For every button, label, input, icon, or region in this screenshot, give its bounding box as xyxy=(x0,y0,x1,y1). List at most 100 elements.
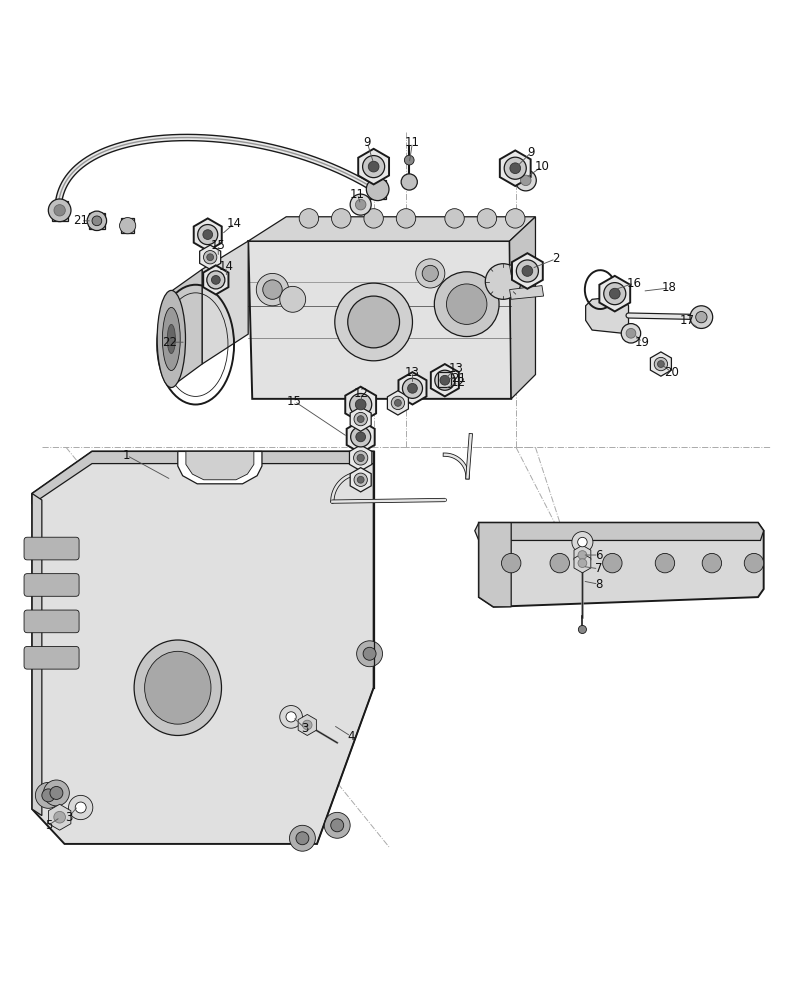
Circle shape xyxy=(280,286,305,312)
Circle shape xyxy=(363,647,375,660)
Circle shape xyxy=(87,211,106,231)
Circle shape xyxy=(350,427,371,447)
Circle shape xyxy=(404,155,414,165)
Circle shape xyxy=(434,272,499,337)
Circle shape xyxy=(521,266,532,276)
Circle shape xyxy=(515,170,535,191)
Circle shape xyxy=(119,218,135,234)
Circle shape xyxy=(702,553,721,573)
Circle shape xyxy=(509,163,520,174)
Circle shape xyxy=(695,311,706,323)
Text: 2: 2 xyxy=(551,252,559,265)
Circle shape xyxy=(36,782,61,808)
Circle shape xyxy=(354,473,367,486)
Circle shape xyxy=(625,328,635,338)
Circle shape xyxy=(477,209,496,228)
Circle shape xyxy=(744,553,762,573)
Polygon shape xyxy=(650,352,671,376)
Text: 21: 21 xyxy=(73,214,88,227)
Circle shape xyxy=(401,174,417,190)
Polygon shape xyxy=(509,286,543,299)
Circle shape xyxy=(357,476,363,483)
Polygon shape xyxy=(202,241,248,364)
Circle shape xyxy=(602,553,621,573)
Text: 3: 3 xyxy=(65,811,72,824)
Text: 7: 7 xyxy=(594,562,602,575)
Circle shape xyxy=(211,276,220,284)
Circle shape xyxy=(44,780,69,806)
Polygon shape xyxy=(398,372,426,405)
Circle shape xyxy=(330,819,343,832)
Circle shape xyxy=(391,396,404,410)
Circle shape xyxy=(68,795,92,820)
Circle shape xyxy=(609,288,620,299)
Circle shape xyxy=(280,706,302,728)
Polygon shape xyxy=(585,296,628,333)
Polygon shape xyxy=(248,217,534,241)
Circle shape xyxy=(357,454,364,462)
Polygon shape xyxy=(49,804,71,830)
Polygon shape xyxy=(358,149,388,184)
Circle shape xyxy=(357,416,363,422)
Polygon shape xyxy=(350,407,371,431)
Text: 14: 14 xyxy=(226,217,242,230)
Ellipse shape xyxy=(157,290,185,388)
Circle shape xyxy=(402,378,422,398)
Polygon shape xyxy=(121,218,134,233)
Text: 12: 12 xyxy=(451,376,466,389)
Circle shape xyxy=(654,553,674,573)
Text: 18: 18 xyxy=(661,281,676,294)
Text: 20: 20 xyxy=(663,366,678,379)
Circle shape xyxy=(207,254,213,261)
Circle shape xyxy=(366,178,388,201)
Circle shape xyxy=(577,537,586,547)
Circle shape xyxy=(571,532,592,553)
Text: 1: 1 xyxy=(123,449,131,462)
Circle shape xyxy=(347,296,399,348)
Circle shape xyxy=(446,284,487,324)
Circle shape xyxy=(394,399,401,406)
Polygon shape xyxy=(171,269,202,387)
Text: 22: 22 xyxy=(162,336,177,349)
Circle shape xyxy=(92,216,101,226)
Circle shape xyxy=(689,306,712,328)
Circle shape xyxy=(355,199,366,210)
Polygon shape xyxy=(350,468,371,492)
Circle shape xyxy=(654,357,667,371)
Circle shape xyxy=(331,209,350,228)
Circle shape xyxy=(577,625,586,634)
Circle shape xyxy=(298,209,318,228)
Text: 9: 9 xyxy=(527,146,534,159)
Ellipse shape xyxy=(144,651,211,724)
Polygon shape xyxy=(298,714,316,735)
Text: 11: 11 xyxy=(350,188,364,201)
Circle shape xyxy=(501,553,521,573)
Polygon shape xyxy=(431,364,458,396)
Circle shape xyxy=(350,393,371,416)
Polygon shape xyxy=(369,180,385,199)
Circle shape xyxy=(353,451,367,465)
Circle shape xyxy=(549,553,569,573)
Circle shape xyxy=(54,811,66,823)
Text: 12: 12 xyxy=(354,387,368,400)
Text: 13: 13 xyxy=(405,366,419,379)
Polygon shape xyxy=(599,276,629,311)
Polygon shape xyxy=(203,265,228,294)
Ellipse shape xyxy=(134,640,221,735)
Text: 16: 16 xyxy=(626,277,641,290)
Circle shape xyxy=(504,157,526,179)
Circle shape xyxy=(368,161,379,172)
Circle shape xyxy=(657,361,663,367)
Circle shape xyxy=(363,156,384,178)
Polygon shape xyxy=(474,523,762,540)
FancyBboxPatch shape xyxy=(24,574,79,596)
Text: 10: 10 xyxy=(534,160,549,173)
Circle shape xyxy=(415,259,444,288)
Circle shape xyxy=(363,209,383,228)
Circle shape xyxy=(440,375,449,385)
Circle shape xyxy=(603,283,625,305)
Text: 21: 21 xyxy=(451,372,466,385)
Polygon shape xyxy=(509,217,534,399)
Text: 5: 5 xyxy=(45,819,52,832)
Polygon shape xyxy=(345,387,375,422)
